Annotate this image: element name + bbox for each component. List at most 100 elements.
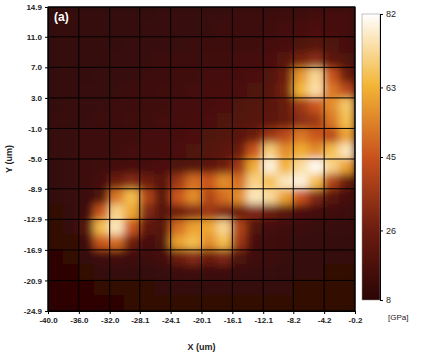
grid-line	[48, 128, 355, 129]
heat-cell	[324, 189, 340, 205]
heat-cell	[94, 189, 110, 205]
heat-cell	[78, 204, 94, 220]
heat-cell	[94, 97, 110, 113]
heat-cell	[186, 143, 202, 159]
heat-cell	[124, 52, 140, 68]
heat-cell	[293, 220, 309, 236]
plot-frame	[48, 7, 355, 311]
x-tick-label: -28.1	[131, 316, 150, 325]
heat-cell	[308, 174, 324, 190]
x-tick-label: -20.1	[193, 316, 212, 325]
heat-cell	[94, 52, 110, 68]
heat-cell	[201, 37, 217, 53]
heat-cell	[231, 189, 247, 205]
heat-cell	[63, 174, 79, 190]
heat-cell	[324, 143, 340, 159]
heat-cell	[139, 174, 155, 190]
heat-cell	[216, 68, 232, 84]
grid-line	[48, 97, 355, 98]
heat-cell	[108, 265, 124, 281]
heat-cell	[94, 235, 110, 251]
color-bar-tick-label: 45	[386, 152, 396, 162]
color-bar-tick-mark	[380, 87, 383, 88]
heat-cell	[247, 174, 263, 190]
heat-cell	[94, 159, 110, 175]
heat-cell	[94, 83, 110, 99]
heat-cell	[201, 7, 217, 23]
heat-cell	[124, 97, 140, 113]
heat-cell	[170, 83, 186, 99]
heat-cell	[293, 143, 309, 159]
heat-cell	[63, 52, 79, 68]
heat-cell	[231, 265, 247, 281]
heat-cell	[231, 249, 247, 265]
heat-cell	[78, 249, 94, 265]
x-tick: -0.2	[349, 311, 363, 325]
heat-cell	[94, 174, 110, 190]
heat-cell	[78, 22, 94, 38]
heat-cell	[262, 249, 278, 265]
heat-cell	[262, 235, 278, 251]
heat-cell	[170, 113, 186, 129]
heat-cell	[247, 7, 263, 23]
heat-cell	[170, 280, 186, 296]
heat-cell	[231, 83, 247, 99]
heat-cell	[108, 174, 124, 190]
heat-cell	[48, 52, 64, 68]
heat-cell	[186, 249, 202, 265]
heat-cell	[139, 97, 155, 113]
heat-cell	[124, 113, 140, 129]
heat-cell	[155, 189, 171, 205]
heat-cell	[139, 143, 155, 159]
heat-cell	[277, 159, 293, 175]
x-tick: -16.1	[224, 311, 243, 325]
heat-cell	[170, 97, 186, 113]
color-bar-tick: 26	[380, 226, 396, 236]
heat-cell	[186, 83, 202, 99]
heat-cell	[277, 37, 293, 53]
heat-cell	[186, 220, 202, 236]
heat-cell	[262, 113, 278, 129]
color-bar-gradient	[362, 14, 380, 300]
heat-cell	[155, 143, 171, 159]
heat-cell	[293, 83, 309, 99]
heat-cell	[247, 159, 263, 175]
heat-cell	[231, 280, 247, 296]
heat-cell	[48, 83, 64, 99]
heat-cell	[308, 235, 324, 251]
heat-cell	[139, 235, 155, 251]
heat-cell	[108, 235, 124, 251]
heat-cell	[201, 265, 217, 281]
x-tick-label: -36.0	[70, 316, 89, 325]
heat-cell	[78, 220, 94, 236]
heat-cell	[324, 235, 340, 251]
heat-cell	[78, 174, 94, 190]
heat-cell	[155, 7, 171, 23]
heat-cell	[339, 295, 355, 311]
heat-cell	[201, 143, 217, 159]
heat-cell	[231, 235, 247, 251]
heat-cell	[339, 159, 355, 175]
heat-cell	[201, 159, 217, 175]
heat-cell	[308, 68, 324, 84]
heat-cell	[247, 143, 263, 159]
heat-cell	[293, 128, 309, 144]
heat-cell	[308, 83, 324, 99]
heat-cell	[124, 7, 140, 23]
heat-cell	[247, 235, 263, 251]
heat-cell	[216, 83, 232, 99]
color-bar-axis: 826456382	[380, 9, 396, 305]
heat-cell	[170, 235, 186, 251]
heat-cell	[124, 22, 140, 38]
heat-cell	[308, 22, 324, 38]
heat-cell	[139, 113, 155, 129]
heat-cell	[277, 68, 293, 84]
heat-cell	[48, 295, 64, 311]
heat-cell	[216, 280, 232, 296]
color-bar-label: [GPa]	[388, 313, 408, 322]
heat-cell	[293, 249, 309, 265]
heat-cell	[262, 159, 278, 175]
heat-cell	[262, 128, 278, 144]
heat-cell	[324, 128, 340, 144]
heat-cell	[124, 83, 140, 99]
